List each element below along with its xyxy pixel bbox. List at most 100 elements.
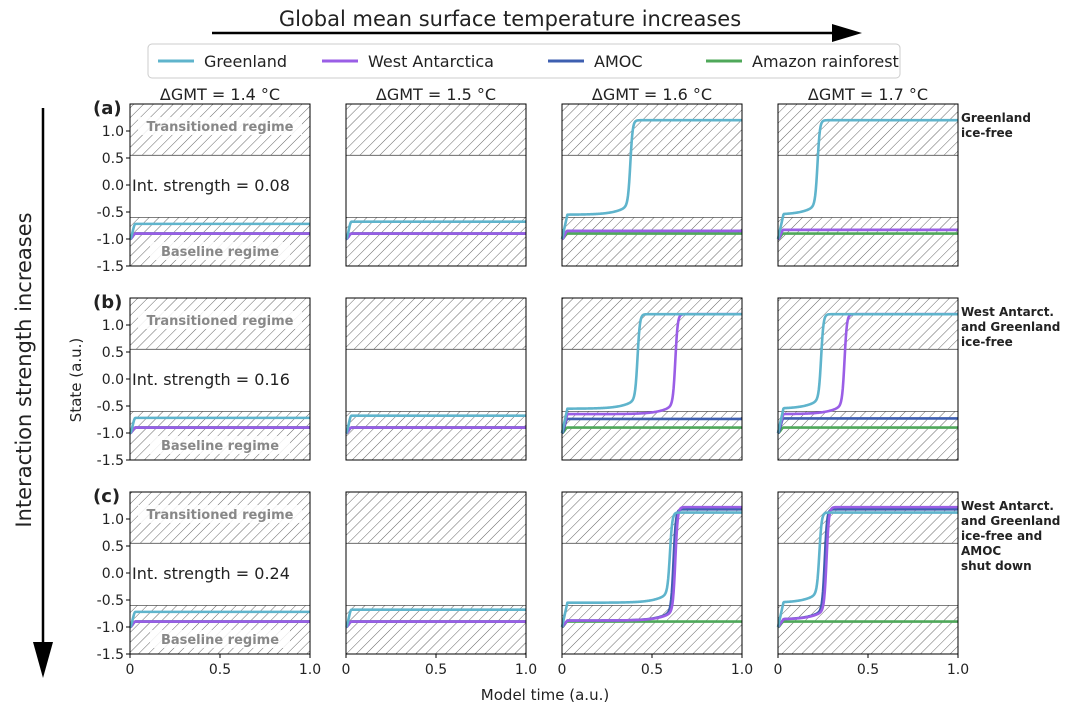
series-line-amazon-rainforest <box>777 620 959 629</box>
panel-frame <box>561 297 743 461</box>
x-tick-label: 0 <box>342 662 351 678</box>
y-tick-label: 0.0 <box>102 178 124 194</box>
y-tick-label: -1.0 <box>97 426 124 442</box>
x-tick-label: 0.5 <box>425 662 447 678</box>
panel-r1-c4: ΔGMT = 1.7 °C <box>776 85 959 267</box>
baseline-regime-band <box>346 411 526 460</box>
series-line-greenland <box>129 610 311 628</box>
panel-r3-c2: 0 0.5 1.0 <box>342 491 537 678</box>
transitioned-regime-band <box>778 492 958 544</box>
series-line-west-antarctica <box>129 426 311 435</box>
row-annotation-line: ice-free <box>961 335 1013 349</box>
panel-r2-c4 <box>776 297 959 461</box>
series-line-greenland <box>560 511 743 628</box>
panel-grid: 1.0 0.5 0.0 -0.5 -1.0 -1.5 Transitioned regime… <box>93 85 1060 678</box>
baseline-regime-label: Baseline regime <box>161 633 279 648</box>
y-tick-label: -0.5 <box>97 399 124 415</box>
series-line-west-antarctica <box>561 505 743 628</box>
panel-r1-c2: ΔGMT = 1.5 °C <box>345 85 527 267</box>
series-line-west-antarctica <box>345 426 527 435</box>
y-tick-label: 0.5 <box>102 539 124 555</box>
x-tick-label: 0.5 <box>209 662 231 678</box>
interaction-strength-label: Int. strength = 0.08 <box>132 176 290 195</box>
x-axis-label: Model time (a.u.) <box>481 686 609 704</box>
y-tick-label: -1.0 <box>97 232 124 248</box>
interaction-strength-label: Int. strength = 0.24 <box>132 564 290 583</box>
panel-row-label: (a) <box>93 98 122 119</box>
top-arrow-label: Global mean surface temperature increase… <box>279 7 741 31</box>
series-line-west-antarctica <box>345 620 527 629</box>
series-line-amazon-rainforest <box>561 232 743 241</box>
left-arrow <box>33 108 53 678</box>
y-tick-label: -1.0 <box>97 620 124 636</box>
series-line-greenland <box>129 416 311 434</box>
y-tick-label: 0.5 <box>102 151 124 167</box>
series-line-west-antarctica <box>777 228 959 241</box>
x-tick-label: 0 <box>558 662 567 678</box>
transitioned-regime-band <box>778 104 958 156</box>
transitioned-regime-band <box>562 104 742 156</box>
column-header: ΔGMT = 1.7 °C <box>808 85 928 104</box>
series-line-west-antarctica <box>129 620 311 629</box>
panel-r3-c1: 1.0 0.5 0.0 -0.5 -1.0 -1.50 0.5 1.0 Transitioned… <box>93 486 321 678</box>
y-tick-label: -1.5 <box>97 259 124 275</box>
row-annotation-line: West Antarct. <box>961 499 1054 513</box>
x-tick-label: 1.0 <box>299 662 321 678</box>
legend-entry: West Antarctica <box>368 52 494 71</box>
panel-r1-c3: ΔGMT = 1.6 °C <box>560 85 743 267</box>
transitioned-regime-band <box>562 492 742 544</box>
y-tick-label: 1.0 <box>102 318 124 334</box>
series-line-amazon-rainforest <box>777 426 959 435</box>
series-line-greenland <box>345 220 527 240</box>
series-line-west-antarctica <box>776 505 959 628</box>
legend-entry: AMOC <box>594 52 643 71</box>
series-line-greenland <box>345 414 527 434</box>
panel-frame <box>777 103 959 267</box>
y-tick-label: 0.0 <box>102 372 124 388</box>
series-line-greenland <box>129 222 311 240</box>
x-tick-label: 0 <box>126 662 135 678</box>
transitioned-regime-band <box>778 298 958 350</box>
series-line-amoc <box>777 417 959 434</box>
transitioned-regime-label: Transitioned regime <box>147 120 294 135</box>
baseline-regime-band <box>562 217 742 266</box>
y-tick-label: -1.5 <box>97 453 124 469</box>
baseline-regime-label: Baseline regime <box>161 245 279 260</box>
legend-entry: Amazon rainforest <box>752 52 899 71</box>
panel-r2-c3 <box>560 297 743 461</box>
panel-frame <box>777 297 959 461</box>
row-annotation-line: West Antarct. <box>961 305 1054 319</box>
row-annotation-line: shut down <box>961 559 1032 573</box>
y-tick-label: -0.5 <box>97 205 124 221</box>
legend: Greenland West Antarctica AMOC Amazon rainf… <box>147 43 901 79</box>
row-annotation-line: Greenland <box>961 111 1031 125</box>
transitioned-regime-label: Transitioned regime <box>147 314 294 329</box>
y-axis-label: State (a.u.) <box>67 338 85 422</box>
panel-frame <box>345 297 527 461</box>
x-tick-label: 0.5 <box>641 662 663 678</box>
x-tick-label: 0.5 <box>857 662 879 678</box>
panel-r3-c3: 0 0.5 1.0 <box>558 491 753 678</box>
interaction-strength-label: Int. strength = 0.16 <box>132 370 290 389</box>
left-arrow-label: Interaction strength increases <box>12 212 36 527</box>
y-tick-label: -1.5 <box>97 647 124 663</box>
transitioned-regime-band <box>346 104 526 156</box>
series-line-greenland <box>776 511 959 628</box>
baseline-regime-band <box>778 605 958 654</box>
row-annotation-line: and Greenland <box>961 514 1060 528</box>
column-header: ΔGMT = 1.5 °C <box>376 85 496 104</box>
row-annotation-line: ice-free and <box>961 529 1042 543</box>
baseline-regime-band <box>562 605 742 654</box>
transitioned-regime-label: Transitioned regime <box>147 508 294 523</box>
column-header: ΔGMT = 1.4 °C <box>160 85 280 104</box>
y-tick-label: 0.5 <box>102 345 124 361</box>
series-line-greenland <box>560 312 743 434</box>
baseline-regime-band <box>778 217 958 266</box>
panel-frame <box>561 103 743 267</box>
column-header: ΔGMT = 1.6 °C <box>592 85 712 104</box>
baseline-regime-label: Baseline regime <box>161 439 279 454</box>
y-tick-label: -0.5 <box>97 593 124 609</box>
panel-frame <box>345 103 527 267</box>
series-line-west-antarctica <box>345 232 527 241</box>
